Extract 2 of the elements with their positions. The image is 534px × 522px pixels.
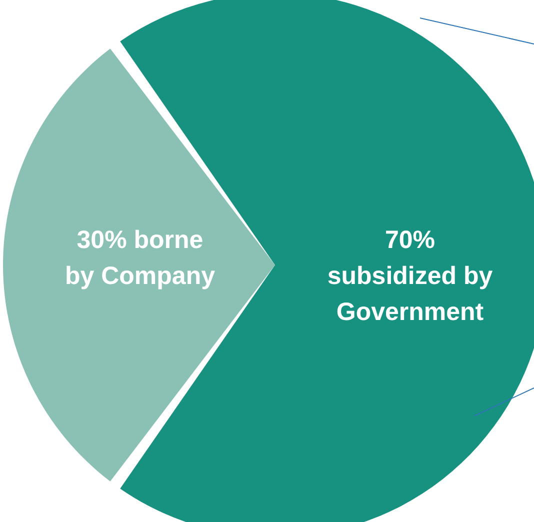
slice-label: 70% subsidized by Government (327, 226, 493, 326)
slice-label: 30% borne by Company (64, 226, 216, 290)
